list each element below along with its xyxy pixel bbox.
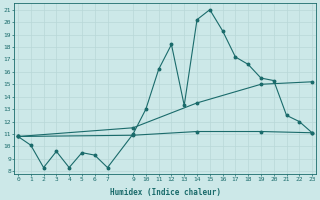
X-axis label: Humidex (Indice chaleur): Humidex (Indice chaleur) xyxy=(109,188,220,197)
